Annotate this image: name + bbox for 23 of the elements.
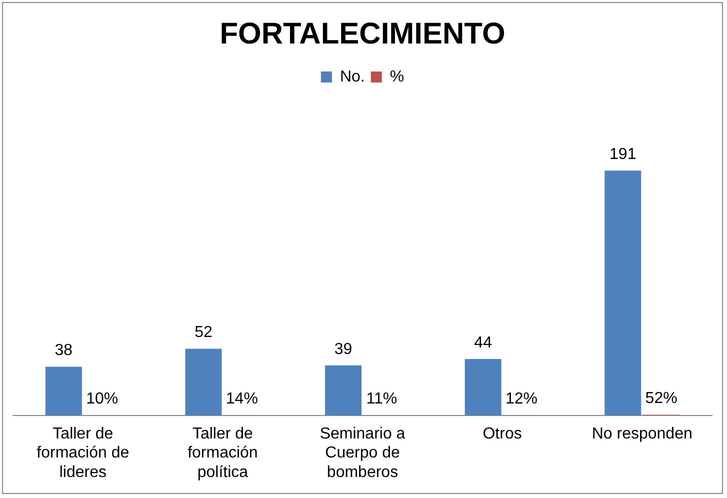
data-label: 39 bbox=[334, 340, 352, 358]
x-tick-label: Taller de formación de lideres bbox=[36, 425, 130, 481]
data-label: 12% bbox=[506, 390, 538, 408]
legend-label: % bbox=[390, 68, 404, 86]
data-label: 52% bbox=[645, 390, 678, 408]
x-tick-label: Seminario a Cuerpo de bomberos bbox=[320, 425, 406, 481]
x-tick-label: Otros bbox=[482, 425, 522, 442]
data-label: 191 bbox=[610, 146, 636, 164]
data-label: 38 bbox=[54, 342, 73, 360]
x-tick-label: Taller de formación política bbox=[188, 425, 258, 481]
data-label: 11% bbox=[366, 390, 398, 408]
bar bbox=[604, 170, 642, 416]
bar bbox=[185, 348, 222, 416]
bar bbox=[45, 366, 82, 416]
chart-title: FORTALECIMIENTO bbox=[220, 17, 506, 50]
data-label: 52 bbox=[194, 324, 212, 342]
bar bbox=[325, 365, 362, 416]
bar bbox=[464, 359, 502, 416]
data-label: 10% bbox=[86, 390, 118, 408]
x-tick-label: No responden bbox=[592, 425, 692, 442]
data-label: 44 bbox=[474, 334, 492, 352]
legend-label: No. bbox=[340, 68, 365, 86]
data-label: 14% bbox=[226, 390, 258, 408]
